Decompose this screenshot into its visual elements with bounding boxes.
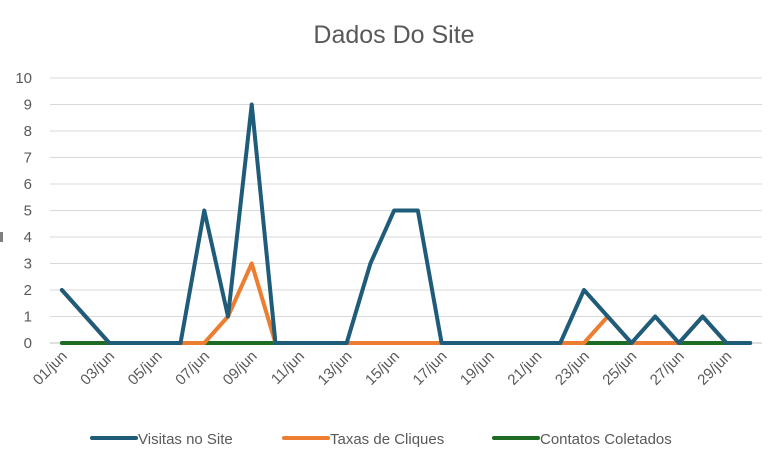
y-tick-label: 4 [24, 229, 32, 246]
x-tick-label: 27/jun [647, 348, 688, 389]
chart-title: Dados Do Site [313, 21, 474, 49]
x-tick-label: 17/jun [410, 348, 451, 389]
y-tick-label: 2 [24, 282, 32, 299]
series-lines [59, 102, 753, 345]
series-line [59, 261, 753, 345]
series-line [59, 102, 753, 345]
y-tick-label: 6 [24, 176, 32, 193]
y-tick-label: 7 [24, 150, 32, 167]
x-tick-label: 05/jun [125, 348, 166, 389]
x-tick-label: 07/jun [172, 348, 213, 389]
legend-label: Contatos Coletados [540, 431, 672, 448]
y-axis-ticks: 0 1 2 3 4 5 6 7 8 9 10 [15, 70, 32, 352]
x-tick-label: 23/jun [552, 348, 593, 389]
gridlines [50, 77, 762, 317]
x-tick-label: 15/jun [362, 348, 403, 389]
x-tick-label: 01/jun [30, 348, 71, 389]
y-tick-label: 10 [15, 70, 32, 87]
legend-label: Visitas no Site [138, 431, 233, 448]
x-axis-ticks: 01/jun 03/jun 05/jun 07/jun 09/jun 11/jun 13/j… [30, 348, 735, 389]
x-tick-label: 13/jun [315, 348, 356, 389]
y-tick-label: 8 [24, 123, 32, 140]
y-tick-label: 9 [24, 97, 32, 114]
x-tick-label: 19/jun [457, 348, 498, 389]
y-tick-label: 5 [24, 203, 32, 220]
x-tick-label: 25/jun [599, 348, 640, 389]
x-tick-label: 09/jun [220, 348, 261, 389]
y-tick-label: 3 [24, 256, 32, 273]
y-tick-label: 0 [24, 335, 32, 352]
edge-mark [0, 232, 3, 242]
y-tick-label: 1 [24, 309, 32, 326]
x-tick-label: 29/jun [694, 348, 735, 389]
x-tick-label: 21/jun [504, 348, 545, 389]
x-tick-label: 11/jun [268, 348, 308, 388]
legend-label: Taxas de Cliques [330, 431, 444, 448]
legend: Visitas no Site Taxas de Cliques Contatos … [90, 431, 672, 448]
x-tick-label: 03/jun [77, 348, 118, 389]
